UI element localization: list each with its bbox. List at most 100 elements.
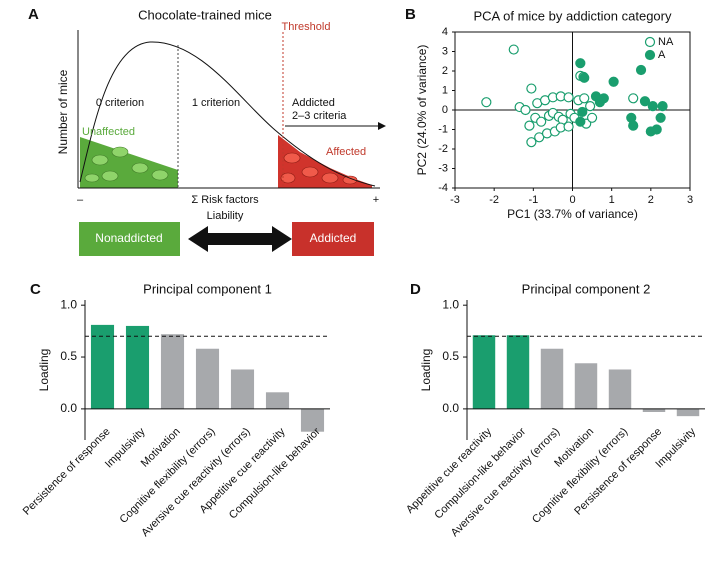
panel-label: B <box>405 6 416 23</box>
box-label: Addicted <box>310 231 357 245</box>
box-label: Nonaddicted <box>95 231 162 245</box>
x-tick-label: -3 <box>450 194 460 206</box>
point <box>579 93 590 104</box>
point <box>585 100 596 112</box>
x-label: Σ Risk factors <box>191 194 259 206</box>
legend-label: NA <box>658 36 674 48</box>
y-axis-label: Loading <box>419 349 433 392</box>
point <box>526 83 537 94</box>
panel-label: D <box>410 281 421 298</box>
x-tick-label: 1 <box>609 194 615 206</box>
nonaddicted-box <box>79 222 180 256</box>
bar <box>125 325 150 409</box>
y-tick-label: 1.0 <box>60 297 77 311</box>
y-tick-label: 2 <box>442 65 448 77</box>
point <box>647 100 658 112</box>
x-tick-label: Persistence of response <box>21 426 113 518</box>
point <box>575 116 586 127</box>
legend-label: A <box>658 49 666 61</box>
point <box>628 93 639 104</box>
x-tick-label: -2 <box>489 194 499 206</box>
panel-label: C <box>30 281 41 298</box>
x-tick-label: 0 <box>569 194 575 206</box>
bar <box>160 334 185 409</box>
y-axis-label: PC2 (24.0% of variance) <box>415 45 429 176</box>
zone-label: 2–3 criteria <box>292 110 347 122</box>
addicted-box <box>292 222 374 256</box>
point <box>577 106 588 118</box>
mouse-icons <box>280 152 358 185</box>
bar <box>300 408 325 432</box>
y-axis-label: Loading <box>37 349 51 392</box>
point <box>586 112 598 123</box>
x-tick-label: 3 <box>687 194 693 206</box>
x-tick-label: -1 <box>528 194 538 206</box>
point <box>524 120 535 131</box>
y-tick-label: 3 <box>442 45 448 57</box>
bar <box>574 363 598 409</box>
point <box>575 58 586 69</box>
y-label: Number of mice <box>56 69 70 154</box>
y-tick-label: 0.5 <box>60 349 77 363</box>
y-tick-label: 1 <box>442 84 448 96</box>
unaffected-label: Unaffected <box>82 126 135 138</box>
y-tick-label: 1.0 <box>442 297 459 311</box>
bar <box>265 392 290 409</box>
x-axis-label: PC1 (33.7% of variance) <box>507 207 638 221</box>
bar <box>90 324 115 409</box>
panel-label: A <box>28 6 39 23</box>
panel-a: A Chocolate-trained mice Number of mice … <box>28 6 386 256</box>
double-arrow <box>188 226 292 252</box>
y-tick-label: 4 <box>442 26 448 38</box>
y-tick-label: 0.0 <box>442 401 459 415</box>
arrow-head <box>378 122 386 130</box>
point <box>635 64 647 76</box>
point <box>526 137 537 148</box>
point <box>657 100 668 112</box>
zone-label: Addicted <box>292 97 335 109</box>
threshold-label: Threshold <box>282 21 331 33</box>
y-tick-label: -2 <box>438 143 448 155</box>
affected-area <box>278 135 372 188</box>
distribution-curve <box>79 41 376 187</box>
point <box>534 132 545 143</box>
x-tick-label: 2 <box>648 194 654 206</box>
axis-end: – <box>77 194 84 206</box>
diagram-title: Chocolate-trained mice <box>138 7 272 22</box>
chart-title: PCA of mice by addiction category <box>474 8 672 23</box>
legend-marker <box>644 49 656 61</box>
bar <box>472 335 496 409</box>
bar <box>642 408 666 412</box>
zone-label: 1 criterion <box>192 97 240 109</box>
liability-label: Liability <box>207 210 244 222</box>
y-tick-label: -3 <box>438 162 448 174</box>
point <box>508 44 519 55</box>
point <box>563 92 574 103</box>
y-tick-label: -1 <box>438 123 448 135</box>
point <box>651 124 662 135</box>
bar <box>506 335 530 409</box>
y-tick-label: 0 <box>442 104 448 116</box>
point <box>608 76 619 87</box>
point <box>655 112 666 123</box>
y-tick-label: -4 <box>438 182 448 194</box>
point <box>594 97 606 108</box>
bar <box>230 369 255 409</box>
zone-label: 0 criterion <box>96 97 144 109</box>
axis-end: + <box>373 194 379 206</box>
point <box>520 104 531 116</box>
point <box>563 121 574 132</box>
bar <box>195 348 220 409</box>
mouse-icons <box>84 146 169 183</box>
bar <box>540 348 564 409</box>
y-tick-label: 0.5 <box>442 349 459 363</box>
chart-title: Principal component 1 <box>143 281 272 296</box>
chart-title: Principal component 2 <box>522 281 651 296</box>
legend-marker <box>644 36 656 48</box>
point <box>579 72 590 83</box>
point <box>536 116 547 127</box>
y-tick-label: 0.0 <box>60 401 77 415</box>
point <box>639 96 651 107</box>
bar <box>676 408 700 417</box>
